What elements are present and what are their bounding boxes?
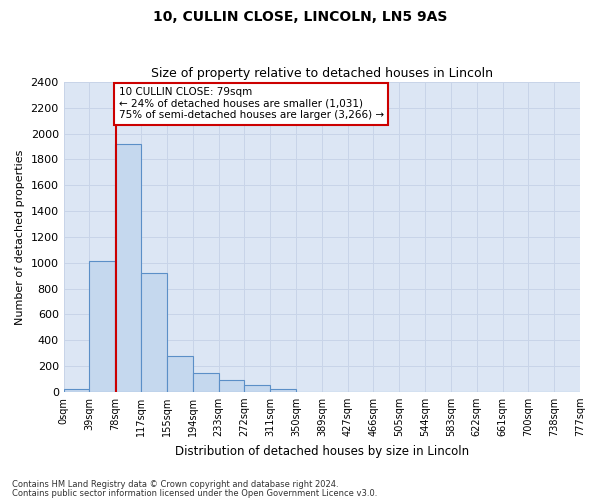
Y-axis label: Number of detached properties: Number of detached properties [15, 149, 25, 324]
Title: Size of property relative to detached houses in Lincoln: Size of property relative to detached ho… [151, 66, 493, 80]
Text: Contains public sector information licensed under the Open Government Licence v3: Contains public sector information licen… [12, 488, 377, 498]
Bar [270, 389, 296, 392]
Bar [193, 373, 218, 392]
Bar [244, 384, 270, 392]
Text: 10, CULLIN CLOSE, LINCOLN, LN5 9AS: 10, CULLIN CLOSE, LINCOLN, LN5 9AS [153, 10, 447, 24]
Text: Contains HM Land Registry data © Crown copyright and database right 2024.: Contains HM Land Registry data © Crown c… [12, 480, 338, 489]
Bar [218, 380, 244, 392]
Bar [89, 262, 115, 392]
Bar [167, 356, 193, 392]
X-axis label: Distribution of detached houses by size in Lincoln: Distribution of detached houses by size … [175, 444, 469, 458]
Bar [64, 389, 89, 392]
Bar [141, 273, 167, 392]
Bar [115, 144, 141, 392]
Text: 10 CULLIN CLOSE: 79sqm
← 24% of detached houses are smaller (1,031)
75% of semi-: 10 CULLIN CLOSE: 79sqm ← 24% of detached… [119, 87, 384, 120]
